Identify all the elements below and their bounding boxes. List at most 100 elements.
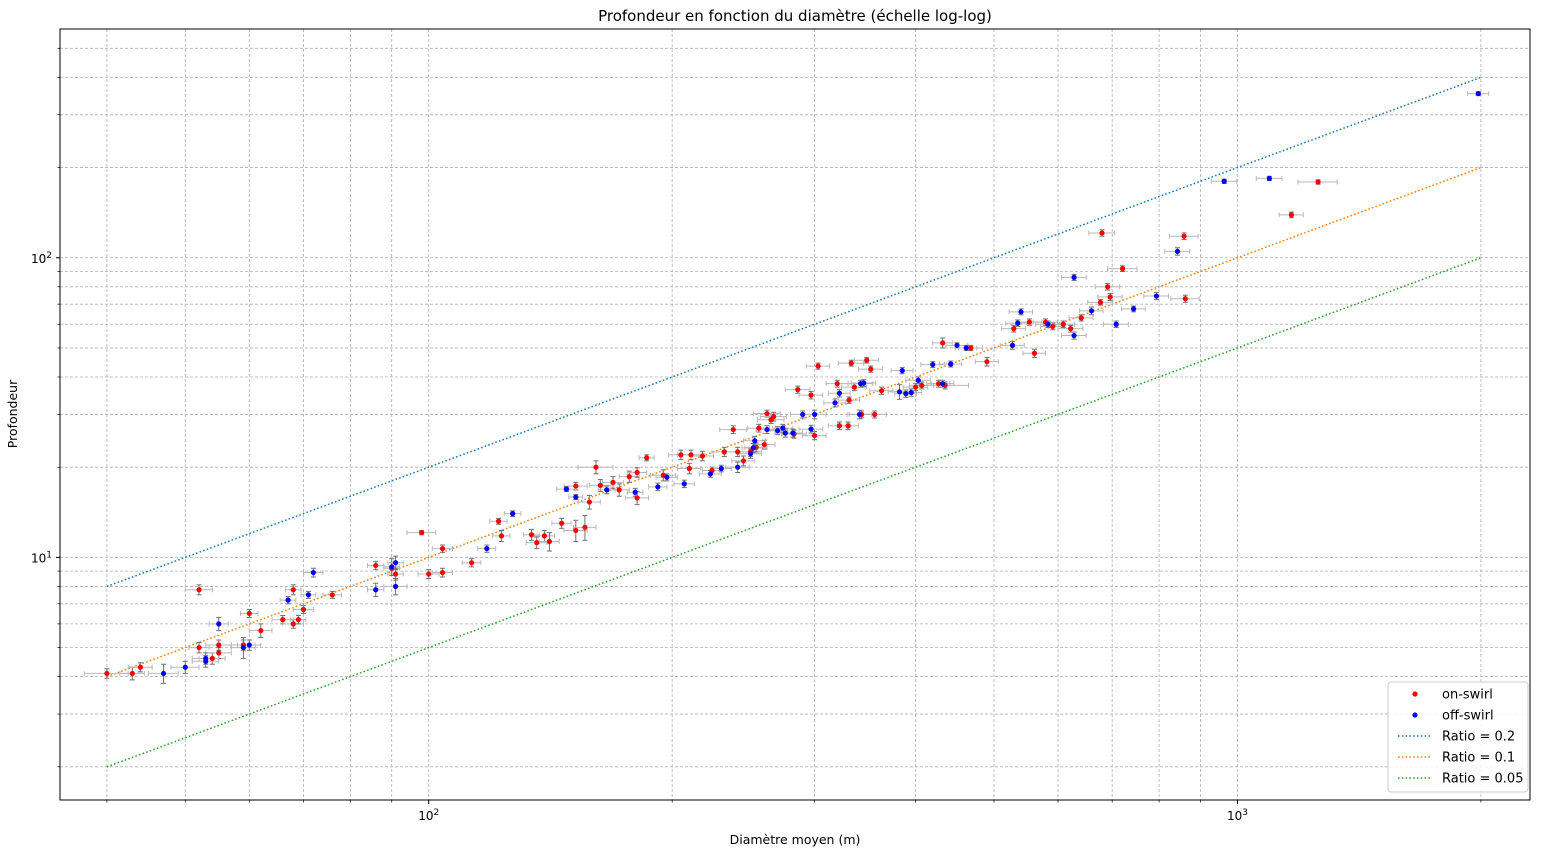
grid (60, 29, 1530, 800)
off-swirl-point (954, 342, 960, 348)
off-swirl-point (1015, 320, 1021, 326)
off-swirl-point (1088, 308, 1095, 314)
legend-box (1387, 681, 1529, 793)
on-swirl-point (1105, 284, 1111, 290)
off-swirl-point (800, 411, 806, 418)
on-swirl-point (329, 592, 335, 598)
off-swirl-point (896, 389, 903, 395)
off-swirl-point (1009, 342, 1016, 348)
off-swirl-point (373, 587, 379, 593)
on-swirl-point (597, 482, 603, 488)
ratio-line (106, 76, 1482, 588)
legend-label: on-swirl (1442, 688, 1493, 703)
off-swirl-point (240, 644, 247, 651)
on-swirl-point (419, 529, 425, 536)
off-swirl-point (1266, 175, 1272, 182)
on-swirl-point (699, 453, 706, 459)
off-swirl-point (182, 664, 188, 670)
on-swirl-point (216, 650, 222, 656)
on-swirl-point (913, 384, 919, 390)
on-swirl-point (573, 483, 579, 489)
on-swirl-point (104, 670, 110, 677)
on-swirl-point (644, 455, 650, 461)
off-swirl-point (1071, 332, 1077, 339)
on-swirl-point (730, 426, 736, 433)
on-swirl-point (426, 571, 432, 577)
legend-marker-off-swirl (1412, 712, 1418, 718)
on-swirl-point (1288, 212, 1295, 218)
off-swirl-point (903, 391, 909, 397)
on-swirl-point (740, 458, 747, 464)
off-swirl-point (310, 569, 316, 576)
on-swirl-point (246, 610, 252, 617)
on-swirl-point (610, 479, 616, 485)
on-swirl-point (196, 644, 202, 651)
on-swirl-point (290, 621, 296, 627)
on-swirl-point (1182, 296, 1188, 302)
on-swirl-point (919, 382, 925, 388)
off-swirl-point (940, 381, 946, 387)
on-swirl-point (1107, 294, 1113, 300)
off-swirl-point (915, 377, 921, 383)
on-swirl-point (495, 518, 502, 524)
on-swirl-point (439, 545, 446, 552)
on-swirl-point (1026, 319, 1032, 325)
off-swirl-point (861, 380, 867, 386)
on-swirl-point (196, 587, 202, 593)
off-swirl-point (484, 545, 490, 552)
on-swirl-point (573, 527, 579, 534)
on-swirl-point (582, 524, 588, 530)
on-swirl-point (795, 387, 801, 393)
y-axis-label: Profondeur (5, 379, 20, 448)
off-swirl-point (782, 430, 788, 436)
off-swirl-point (718, 465, 724, 472)
on-swirl-point (1031, 350, 1038, 356)
off-swirl-point (389, 564, 395, 570)
off-swirl-point (1071, 274, 1077, 280)
on-swirl-point (868, 366, 874, 372)
on-swirl-point (735, 449, 741, 455)
off-swirl-point (963, 345, 969, 351)
ratio-line (106, 257, 1482, 768)
on-swirl-point (1011, 326, 1017, 332)
on-swirl-point (688, 452, 694, 458)
on-swirl-point (498, 533, 505, 539)
legend-label: off-swirl (1442, 709, 1494, 724)
off-swirl-point (285, 597, 291, 603)
off-swirl-point (573, 494, 579, 500)
on-swirl-point (815, 363, 821, 369)
off-swirl-point (780, 425, 786, 431)
on-swirl-point (290, 587, 296, 593)
on-swirl-point (846, 397, 852, 403)
on-swirl-point (764, 410, 770, 417)
off-swirl-point (752, 438, 758, 444)
axis-ticks: 102 103 101 102 (31, 47, 1482, 823)
x-axis-label: Diamètre moyen (m) (730, 832, 861, 847)
off-swirl-point (1174, 248, 1181, 255)
off-swirl-point (393, 560, 399, 566)
on-swirl-point (546, 538, 553, 545)
on-swirl-point (129, 670, 135, 677)
off-swirl-point (811, 411, 818, 418)
on-swirl-point (1181, 233, 1187, 239)
off-swirl-point (681, 481, 687, 487)
on-swirl-point (634, 495, 640, 501)
legend: on-swirl off-swirl Ratio = 0.2 Ratio = 0.1 R… (1387, 681, 1529, 793)
on-swirl-point (439, 569, 446, 576)
off-swirl-point (1130, 306, 1137, 312)
on-swirl-point (864, 357, 870, 363)
on-swirl-point (721, 449, 727, 455)
off-swirl-point (707, 471, 714, 477)
off-swirl-point (930, 361, 936, 368)
on-swirl-point (968, 345, 974, 351)
off-swirl-point (747, 451, 754, 457)
off-swirl-point (160, 670, 167, 677)
off-swirl-point (563, 486, 570, 492)
on-swirl-point (1099, 230, 1105, 236)
on-swirl-point (878, 388, 885, 394)
on-swirl-point (373, 562, 379, 569)
on-swirl-point (771, 414, 777, 420)
on-swirl-point (808, 392, 814, 398)
on-swirl-point (300, 606, 307, 613)
